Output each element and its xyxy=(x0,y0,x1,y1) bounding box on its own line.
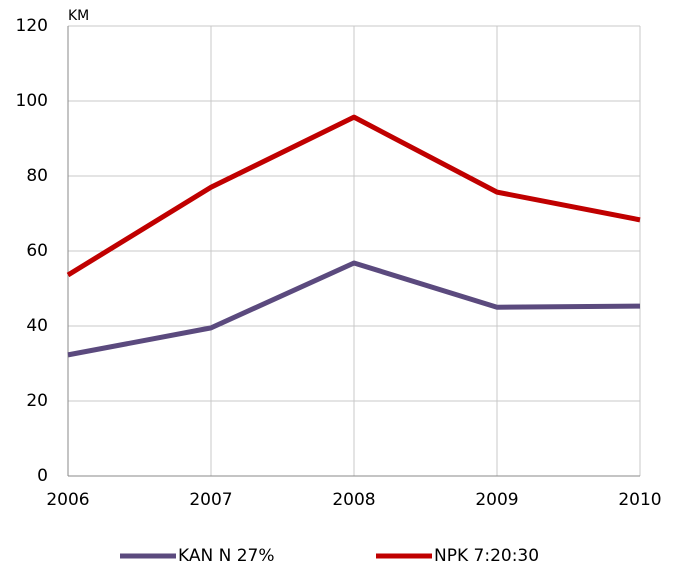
y-tick-label: 60 xyxy=(26,241,48,261)
y-tick-label: 100 xyxy=(16,91,48,111)
y-tick-label: 20 xyxy=(26,391,48,411)
x-tick-label: 2010 xyxy=(618,490,661,510)
legend-label: KAN N 27% xyxy=(178,546,275,566)
y-tick-label: 80 xyxy=(26,166,48,186)
data-line xyxy=(66,114,641,278)
x-tick-label: 2009 xyxy=(475,490,518,510)
y-tick-label: 0 xyxy=(37,466,48,486)
data-line xyxy=(67,260,641,358)
y-tick-label: 120 xyxy=(16,16,48,36)
y-axis-label: KM xyxy=(68,8,89,24)
x-tick-label: 2006 xyxy=(46,490,89,510)
x-tick-label: 2007 xyxy=(189,490,232,510)
y-tick-label: 40 xyxy=(26,316,48,336)
x-tick-label: 2008 xyxy=(332,490,375,510)
legend-label: NPK 7:20:30 xyxy=(434,546,539,566)
